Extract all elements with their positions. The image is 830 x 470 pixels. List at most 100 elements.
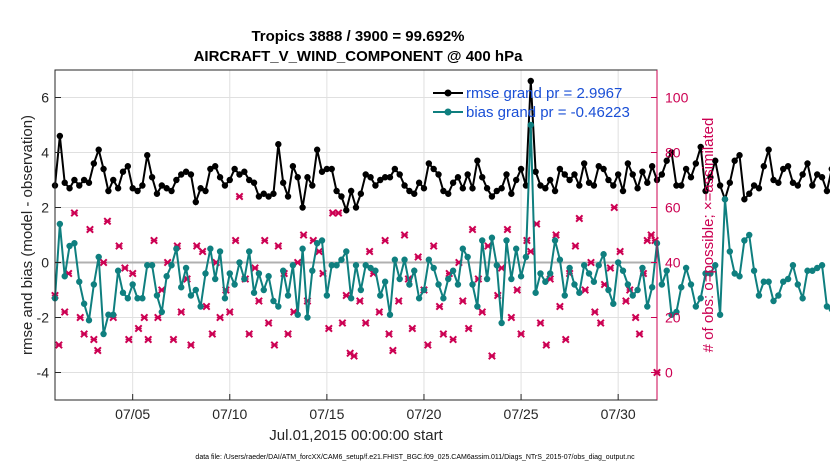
rmse-point bbox=[566, 176, 573, 184]
obs-count-marker bbox=[284, 330, 292, 338]
rmse-point bbox=[750, 182, 758, 189]
obs-count-marker bbox=[216, 313, 224, 322]
rmse-point bbox=[770, 176, 777, 184]
bias-point bbox=[566, 264, 573, 272]
bias-point bbox=[508, 275, 515, 283]
rmse-point bbox=[406, 187, 413, 195]
bias-point bbox=[784, 275, 792, 283]
bias-point bbox=[236, 259, 243, 266]
bias-point bbox=[420, 286, 428, 294]
bias-point bbox=[546, 270, 554, 277]
rmse-point bbox=[741, 196, 748, 203]
rmse-point bbox=[105, 187, 112, 195]
rmse-point bbox=[780, 165, 787, 173]
bias-point bbox=[80, 300, 88, 307]
bias-point bbox=[207, 245, 214, 252]
rmse-point bbox=[658, 171, 666, 178]
obs-count-marker bbox=[274, 242, 283, 250]
rmse-point bbox=[814, 171, 821, 178]
obs-count-marker bbox=[187, 341, 195, 349]
bias-point bbox=[804, 267, 811, 274]
rmse-point bbox=[546, 176, 554, 184]
obs-count-marker bbox=[254, 297, 263, 305]
bias-point bbox=[600, 251, 607, 258]
bias-point bbox=[377, 292, 384, 299]
bias-point bbox=[823, 303, 830, 310]
bias-point bbox=[440, 295, 447, 302]
obs-count-marker bbox=[536, 319, 545, 327]
x-tick-label: 07/15 bbox=[309, 406, 344, 422]
bias-point bbox=[347, 295, 355, 302]
bias-point bbox=[197, 303, 204, 310]
bias-point bbox=[746, 231, 753, 239]
bias-point bbox=[503, 237, 510, 244]
obs-count-marker bbox=[334, 209, 343, 217]
rmse-point bbox=[391, 165, 399, 173]
rmse-point bbox=[716, 182, 724, 189]
bias-point bbox=[381, 278, 389, 285]
rmse-point bbox=[279, 179, 287, 186]
obs-count-marker bbox=[587, 258, 595, 267]
bias-point bbox=[716, 311, 724, 318]
rmse-point bbox=[644, 179, 651, 186]
data-file-footnote: data file: /Users/raeder/DAI/ATM_forcXX/… bbox=[195, 454, 635, 461]
bias-point bbox=[401, 256, 408, 263]
rmse-point bbox=[537, 182, 544, 189]
bias-point bbox=[571, 281, 578, 288]
rmse-point bbox=[294, 174, 301, 181]
bias-point bbox=[702, 270, 709, 277]
rmse-point bbox=[673, 182, 680, 189]
bias-point bbox=[158, 308, 166, 316]
obs-count-marker bbox=[60, 308, 69, 316]
bias-point bbox=[309, 267, 316, 274]
obs-count-marker bbox=[89, 335, 98, 344]
rmse-point bbox=[556, 165, 564, 173]
bias-point bbox=[124, 295, 132, 302]
obs-count-marker bbox=[328, 209, 337, 217]
rmse-point bbox=[765, 146, 772, 153]
bias-point bbox=[66, 242, 73, 250]
rmse-point bbox=[401, 182, 408, 189]
obs-count-marker bbox=[606, 264, 615, 272]
bias-point bbox=[435, 281, 442, 288]
rmse-point bbox=[318, 168, 326, 175]
bias-point bbox=[537, 270, 544, 277]
obs-count-marker bbox=[400, 231, 409, 239]
rmse-point bbox=[726, 179, 734, 186]
bias-point bbox=[129, 281, 136, 288]
rmse-point bbox=[600, 165, 607, 173]
rmse-point bbox=[445, 190, 452, 197]
rmse-point bbox=[508, 190, 515, 197]
rmse-point bbox=[309, 182, 316, 189]
rmse-point bbox=[561, 171, 568, 178]
bias-point bbox=[250, 289, 258, 296]
bias-point bbox=[163, 273, 170, 280]
obs-count-marker bbox=[198, 247, 207, 256]
rmse-point bbox=[513, 176, 520, 184]
bias-point bbox=[216, 248, 224, 255]
y-tick-label: 6 bbox=[41, 90, 49, 106]
obs-count-marker bbox=[552, 231, 560, 239]
bias-point bbox=[294, 311, 301, 318]
legend-rmse-marker bbox=[444, 89, 452, 97]
rmse-point bbox=[483, 185, 491, 192]
bias-point bbox=[678, 284, 685, 291]
obs-count-marker bbox=[245, 330, 254, 338]
bias-point bbox=[352, 262, 360, 269]
bias-point bbox=[313, 240, 321, 247]
bias-point bbox=[362, 262, 369, 269]
rmse-point bbox=[212, 163, 219, 170]
obs-count-marker bbox=[150, 236, 158, 245]
rmse-point bbox=[440, 187, 447, 195]
obs-count-marker bbox=[503, 225, 512, 234]
legend-bias-marker bbox=[444, 108, 452, 116]
rmse-point bbox=[367, 174, 374, 181]
bias-point bbox=[464, 253, 471, 261]
rmse-point bbox=[241, 168, 248, 175]
y2-tick-label: 40 bbox=[665, 255, 681, 271]
bias-point bbox=[110, 311, 117, 318]
rmse-point bbox=[571, 171, 578, 178]
obs-count-marker bbox=[192, 242, 201, 250]
rmse-point bbox=[381, 174, 389, 181]
bias-point bbox=[556, 256, 564, 263]
